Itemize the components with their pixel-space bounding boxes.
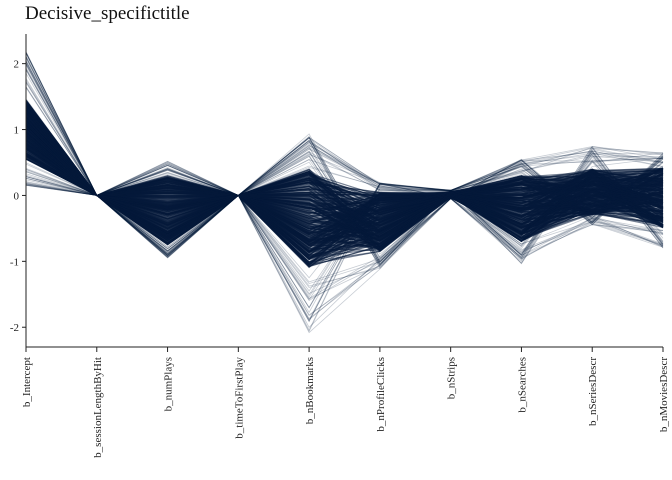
series-line [25, 150, 664, 255]
series-line [25, 142, 664, 235]
series-line [25, 160, 664, 334]
series-line [25, 152, 664, 316]
series-line [25, 157, 664, 294]
series-line [25, 132, 664, 261]
x-tick-label: b_nStrips [446, 357, 458, 399]
series-line [25, 126, 664, 232]
y-tick-label: -1 [10, 256, 19, 268]
series-line [25, 55, 664, 256]
series-line [25, 107, 664, 242]
y-tick-label: 2 [14, 59, 20, 71]
series-line [25, 115, 664, 266]
series-line [25, 143, 664, 243]
x-tick-label: b_timeToFirstPlay [233, 357, 245, 439]
y-axis: -2 -1 0 1 2 [10, 34, 27, 347]
series-line [25, 118, 664, 263]
series-line [25, 146, 664, 243]
series-line [25, 128, 664, 249]
series-line [25, 150, 664, 245]
series-line [25, 140, 664, 254]
x-tick-label: b_nProfileClicks [375, 357, 387, 432]
x-tick-label: b_nSearches [516, 357, 528, 413]
x-tick-label: b_numPlays [163, 357, 175, 411]
x-axis: b_Intercept b_sessionLengthByHit b_numPlay… [21, 346, 670, 458]
series-line [25, 52, 664, 287]
y-tick-label: 1 [14, 125, 20, 137]
series-lines [25, 51, 664, 334]
series-line [25, 154, 664, 322]
chart-title: Decisive_specifictitle [25, 3, 190, 24]
series-line [25, 109, 664, 251]
y-tick-label: -2 [10, 322, 19, 334]
y-tick-label: 0 [14, 190, 20, 202]
series-line [25, 106, 664, 224]
x-tick-label: b_Intercept [21, 357, 33, 407]
x-tick-label: b_nSeriesDescr [587, 357, 599, 426]
x-tick-label: b_nBookmarks [304, 357, 316, 424]
series-line [25, 65, 664, 254]
x-tick-label: b_sessionLengthByHit [92, 357, 104, 458]
x-tick-label: b_nMoviesDescr [658, 357, 670, 432]
series-line [25, 110, 664, 241]
